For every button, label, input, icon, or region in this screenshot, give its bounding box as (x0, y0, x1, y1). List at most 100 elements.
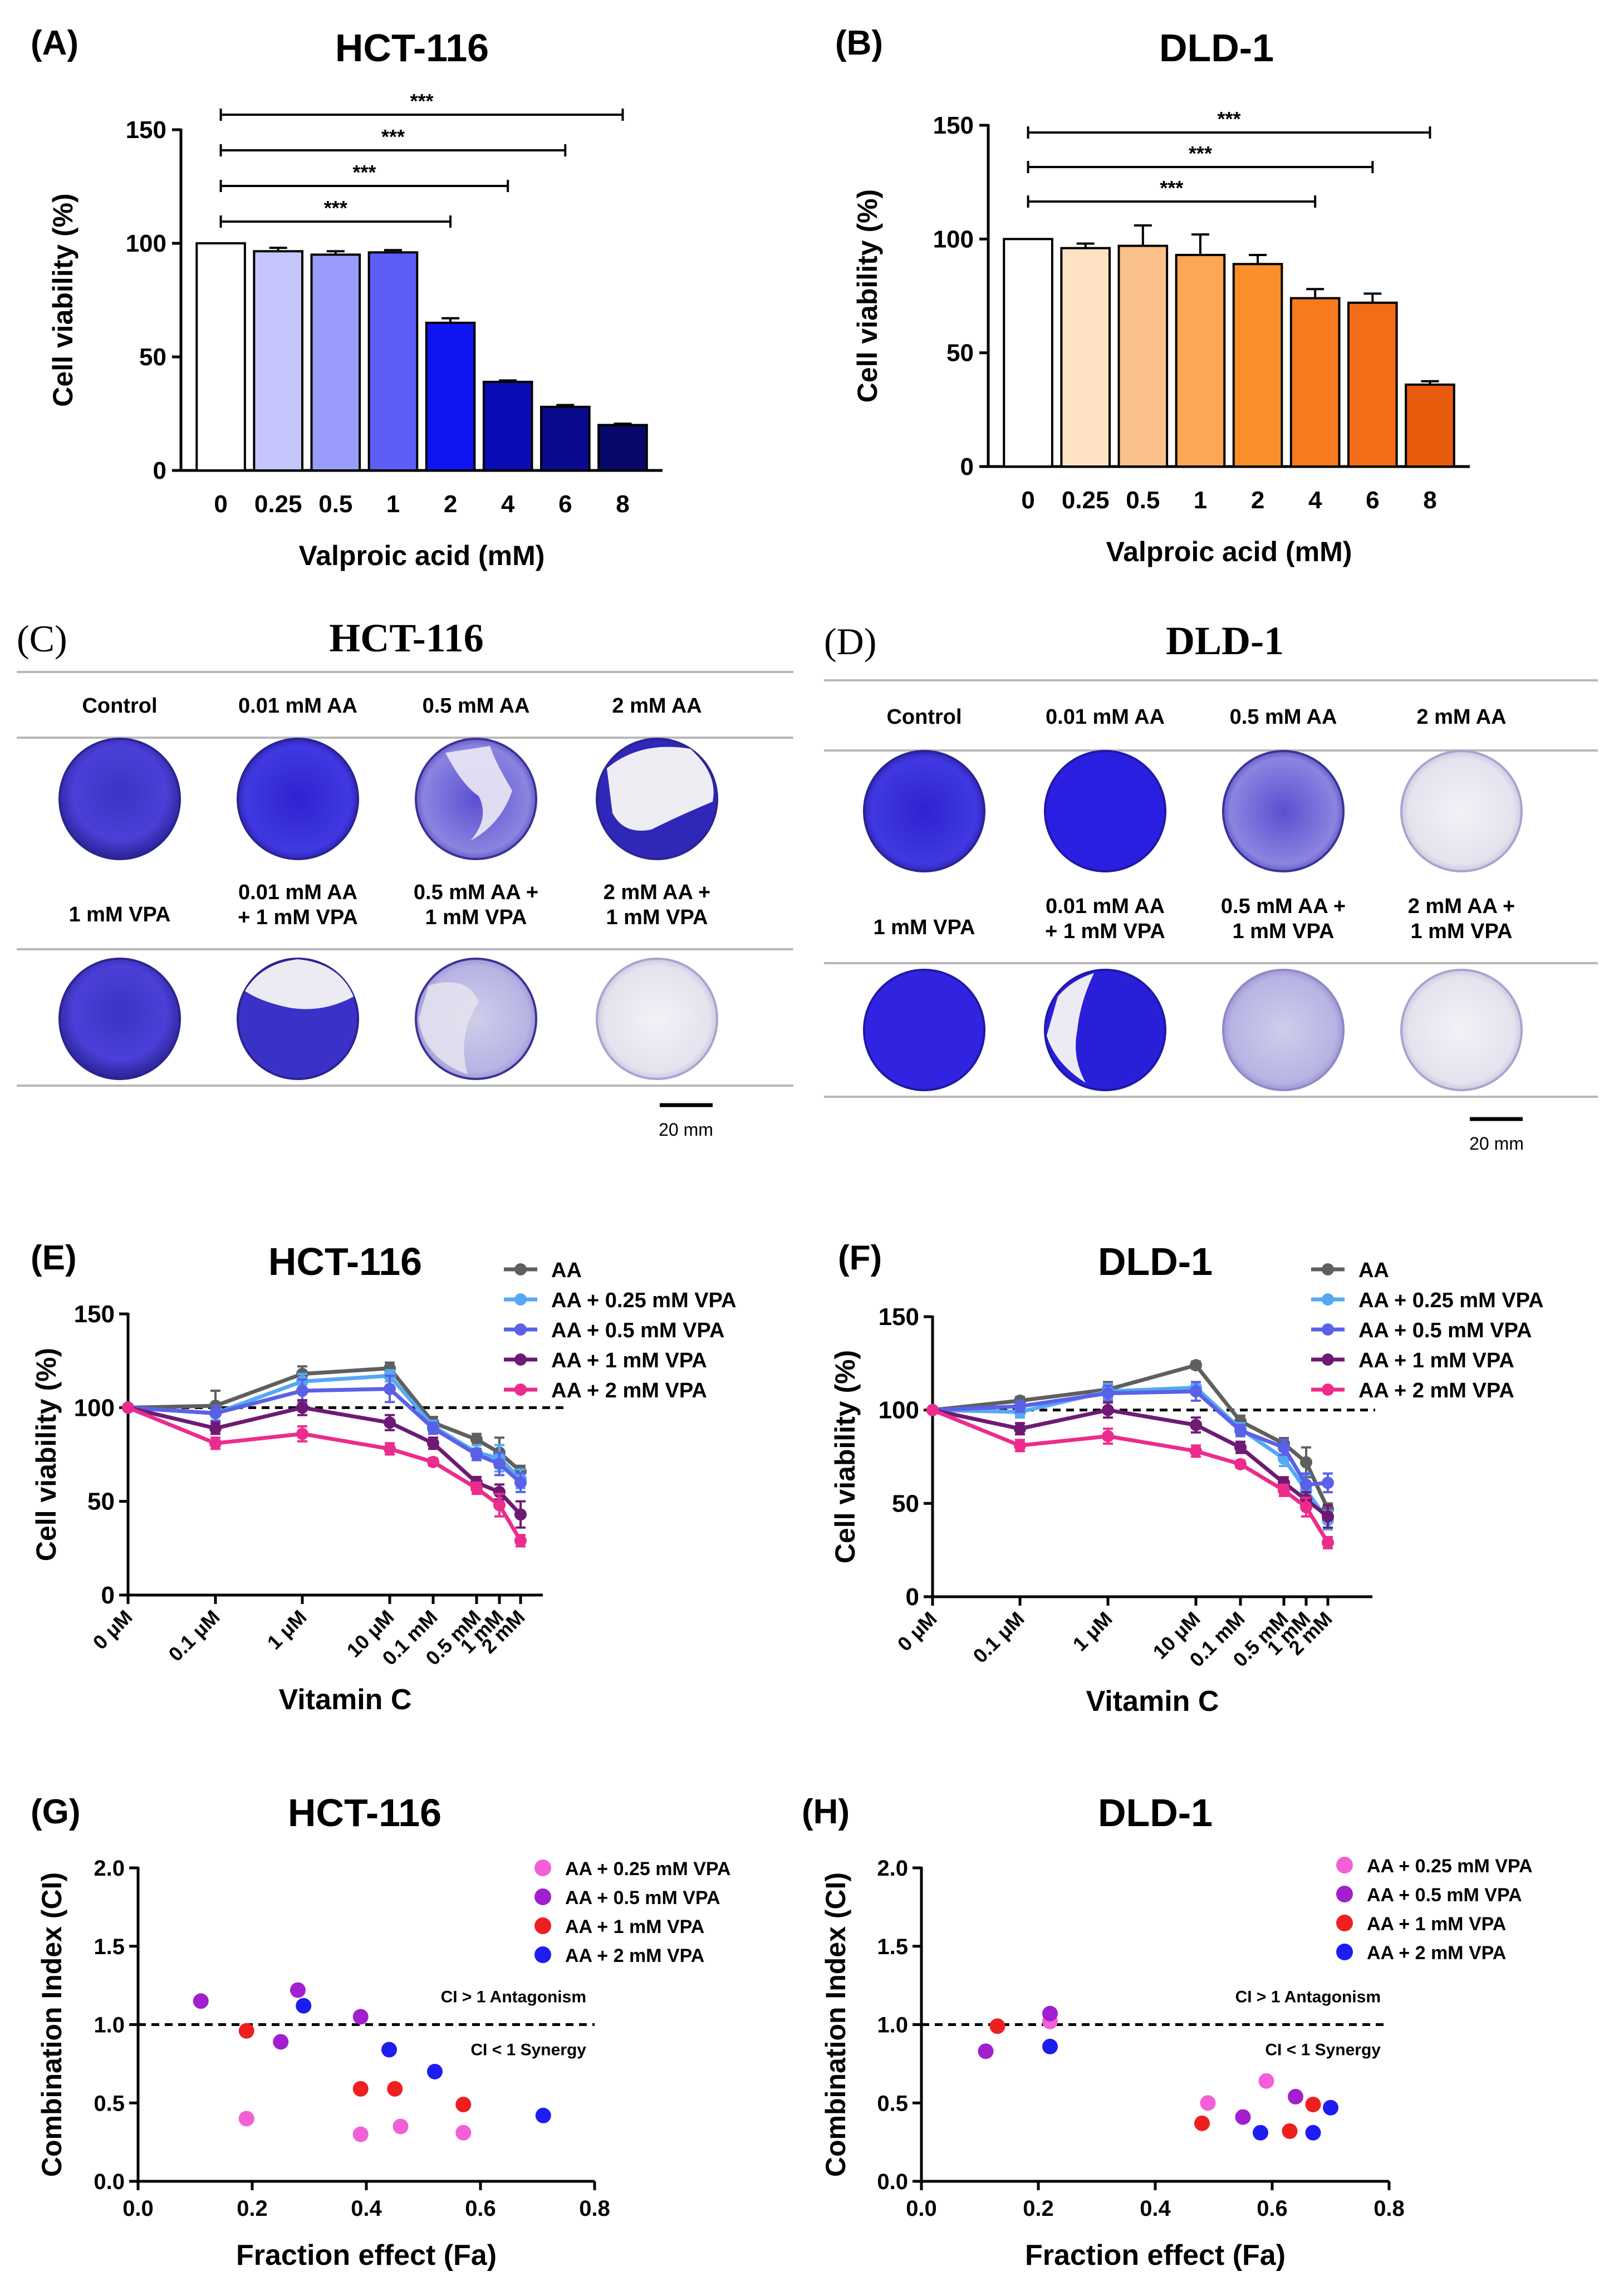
x-tick-label: 0 μM (89, 1606, 137, 1654)
colony-plate (237, 738, 359, 860)
colony-header: 0.01 mM AA (1046, 705, 1165, 729)
colony-header: 0.01 mM AA (238, 881, 357, 904)
colony-header: 2 mM AA + (1408, 895, 1515, 918)
panel-b-title: DLD-1 (1159, 26, 1274, 70)
panel-h-letter: (H) (802, 1793, 850, 1831)
y-tick-label: 0.0 (877, 2170, 908, 2194)
data-point (122, 1401, 134, 1414)
data-point (493, 1499, 506, 1512)
series-line (931, 1408, 1330, 1544)
series-line (932, 1408, 1330, 1518)
x-tick-label: 1 (1194, 487, 1207, 514)
bar (253, 250, 303, 472)
colony-plate (596, 958, 718, 1080)
data-point (470, 1448, 483, 1461)
data-point (1300, 1456, 1312, 1469)
significance-label: *** (324, 197, 347, 219)
bar (1289, 297, 1341, 468)
y-axis-label: Cell viability (%) (31, 1348, 62, 1561)
data-point (1200, 2095, 1216, 2111)
x-tick-label: 0 μM (893, 1607, 941, 1656)
data-point (926, 1404, 939, 1416)
legend-marker (1336, 1857, 1353, 1873)
legend-marker (1322, 1323, 1334, 1336)
data-point (384, 1382, 396, 1395)
data-point (352, 2009, 369, 2025)
x-axis-label: Fraction effect (Fa) (236, 2239, 497, 2272)
y-tick-label: 1.0 (94, 2013, 125, 2038)
colony-header: Control (886, 705, 962, 729)
panel-d-title: DLD-1 (1166, 619, 1284, 663)
scatter-chart-h: 0.0 0.5 1.0 1.5 2.0 0.0 0.2 0.4 0.6 0.8 CI > 1 Ant… (820, 1856, 1533, 2272)
data-point (493, 1458, 506, 1470)
colony-header: 2 mM AA (612, 694, 702, 718)
y-tick-label: 100 (933, 225, 974, 253)
bar (540, 405, 591, 472)
data-point (514, 1534, 527, 1547)
data-point (1190, 1385, 1202, 1398)
colony-plate (1222, 750, 1345, 872)
x-tick-label: 0.0 (122, 2196, 154, 2221)
x-tick-label: 0 (214, 490, 227, 518)
data-point (238, 2023, 254, 2039)
legend-marker (514, 1384, 527, 1396)
panel-f-letter: (F) (838, 1239, 882, 1277)
bar (1117, 244, 1169, 468)
colony-header: 1 mM VPA (606, 906, 708, 929)
legend-marker (1322, 1353, 1334, 1366)
y-tick-label: 150 (879, 1303, 919, 1331)
data-point (1258, 2073, 1274, 2089)
colony-panel-c: Control 0.01 mM AA 0.5 mM AA 2 mM AA 1 m… (17, 671, 793, 1140)
legend-marker (1322, 1263, 1334, 1275)
data-point (455, 2125, 472, 2141)
data-point (427, 1422, 439, 1435)
legend-marker (534, 1946, 551, 1963)
x-tick-label: 0.4 (1140, 2196, 1171, 2221)
data-point (273, 2034, 289, 2050)
colony-header: 1 mM VPA (68, 903, 170, 926)
legend-marker (1336, 1944, 1353, 1960)
bar (1232, 263, 1283, 468)
y-tick-label: 1.0 (877, 2013, 908, 2038)
data-point (1322, 1510, 1334, 1523)
legend-marker (1322, 1293, 1334, 1306)
colony-plate (58, 738, 181, 860)
data-point (1194, 2115, 1210, 2131)
y-axis-label: Cell viability (%) (47, 193, 79, 406)
data-point (1234, 1441, 1247, 1454)
data-point (1102, 1387, 1114, 1400)
annotation-synergy: CI < 1 Synergy (470, 2041, 586, 2059)
legend-label: AA + 1 mM VPA (565, 1916, 704, 1937)
y-tick-label: 0 (153, 457, 166, 484)
x-tick-label: 0.25 (254, 490, 302, 518)
legend-marker (1336, 1915, 1353, 1931)
annotation-synergy: CI < 1 Synergy (1265, 2041, 1381, 2059)
data-point (455, 2097, 472, 2113)
data-point (1234, 1458, 1247, 1470)
x-tick-label: 4 (501, 490, 515, 518)
data-point (427, 1437, 439, 1450)
colony-plate (237, 958, 359, 1080)
y-tick-label: 1.5 (877, 1935, 908, 1959)
data-point (1014, 1422, 1026, 1435)
legend-marker (514, 1293, 527, 1306)
data-point (290, 1982, 306, 1998)
colony-header: 0.5 mM AA + (1221, 895, 1346, 918)
legend-marker (1322, 1384, 1334, 1396)
data-point (514, 1508, 527, 1521)
x-tick-label: 0.4 (351, 2196, 382, 2221)
y-axis-label: Cell viability (%) (830, 1350, 861, 1563)
x-tick-label: 8 (616, 490, 629, 518)
bar (367, 251, 419, 472)
x-tick-label: 0.8 (1374, 2196, 1405, 2221)
colony-plate (596, 738, 718, 860)
legend-marker (534, 1917, 551, 1934)
x-tick-label: 0.25 (1062, 487, 1110, 514)
panel-b-letter: (B) (835, 24, 883, 62)
y-tick-label: 0 (960, 453, 974, 480)
bar (310, 253, 361, 472)
data-point (493, 1485, 506, 1498)
panel-a-title: HCT-116 (335, 26, 489, 70)
